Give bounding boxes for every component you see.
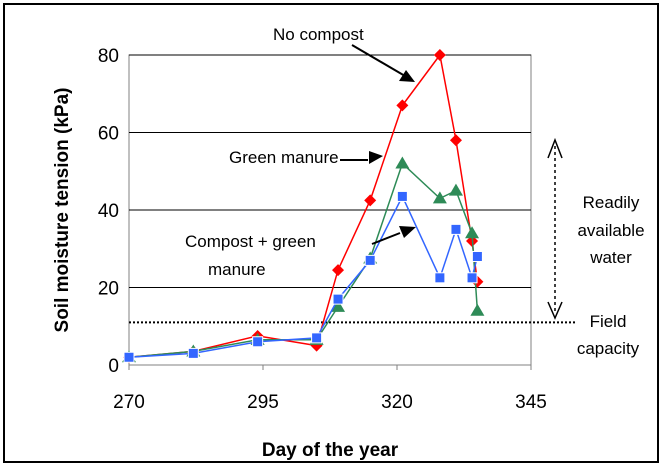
- y-tick-label: 20: [98, 279, 119, 300]
- arrowhead-green-manure: [369, 151, 383, 164]
- x-axis-title: Day of the year: [262, 440, 399, 461]
- annotation-field-line1: Field: [590, 312, 627, 331]
- point-compost-green-manure: [332, 293, 344, 305]
- readily-arrow-bottom: [547, 301, 563, 320]
- arrow-no-compost: [351, 44, 406, 77]
- point-no-compost: [449, 134, 462, 147]
- annotation-compost-line1: Compost + green: [185, 232, 316, 251]
- point-compost-green-manure: [123, 351, 135, 363]
- point-compost-green-manure: [471, 251, 483, 262]
- point-compost-green-manure: [311, 332, 323, 344]
- x-tick-label: 320: [381, 392, 413, 413]
- y-tick-labels: 0 20 40 60 80: [98, 46, 119, 377]
- point-green-manure: [448, 183, 463, 196]
- point-green-manure: [470, 303, 485, 316]
- point-green-manure: [395, 156, 410, 169]
- series-group: [122, 49, 485, 364]
- point-green-manure: [331, 299, 346, 312]
- point-compost-green-manure: [396, 190, 408, 202]
- point-compost-green-manure: [434, 272, 446, 284]
- point-compost-green-manure: [364, 254, 376, 266]
- x-tick-label: 345: [515, 392, 547, 413]
- point-no-compost: [396, 99, 409, 112]
- y-tick-label: 80: [98, 46, 119, 67]
- y-tick-label: 0: [108, 356, 119, 377]
- point-no-compost: [364, 194, 377, 207]
- x-tick-label: 295: [247, 392, 279, 413]
- annotation-readily-line2: available: [577, 221, 644, 240]
- point-compost-green-manure: [252, 336, 264, 348]
- point-compost-green-manure: [466, 272, 478, 284]
- y-axis-title: Soil moisture tension (kPa): [52, 88, 73, 333]
- point-compost-green-manure: [187, 347, 199, 359]
- point-green-manure: [432, 191, 447, 204]
- point-no-compost: [332, 264, 345, 277]
- annotation-readily-line3: water: [589, 248, 632, 267]
- annotation-readily-line1: Readily: [583, 193, 640, 212]
- point-no-compost: [433, 49, 446, 61]
- y-tick-label: 60: [98, 124, 119, 145]
- x-tick-label: 270: [113, 392, 145, 413]
- annotation-compost-line2: manure: [208, 260, 266, 279]
- point-green-manure: [465, 226, 480, 239]
- annotation-field-line2: capacity: [577, 339, 640, 358]
- y-tick-label: 40: [98, 201, 119, 222]
- x-tick-labels: 270 295 320 345: [113, 365, 547, 413]
- annotation-green-manure: Green manure: [229, 148, 339, 167]
- readily-arrow-top: [547, 137, 563, 159]
- annotation-no-compost: No compost: [273, 25, 364, 44]
- gridlines: [129, 54, 531, 288]
- arrow-compost: [371, 232, 401, 245]
- arrowhead-no-compost: [399, 70, 415, 82]
- arrowhead-compost: [399, 226, 416, 238]
- point-compost-green-manure: [450, 223, 462, 235]
